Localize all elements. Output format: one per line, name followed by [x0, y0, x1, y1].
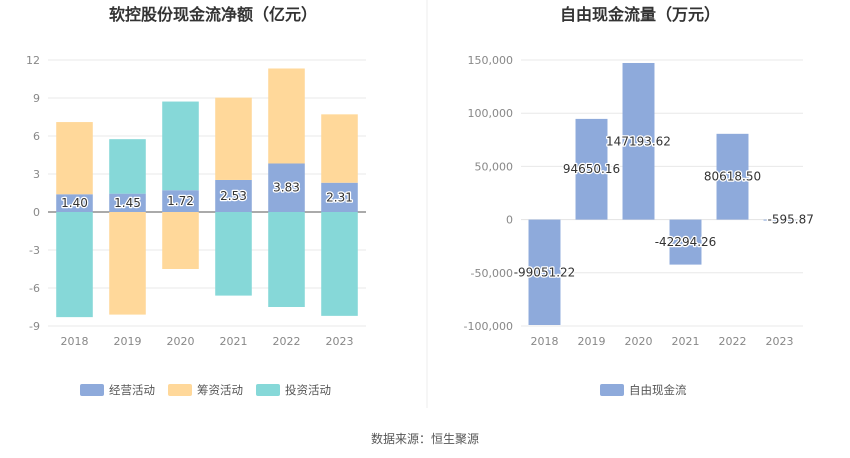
data-label: -595.87 — [768, 213, 814, 227]
x-tick-label: 2020 — [625, 335, 653, 348]
legend-label: 筹资活动 — [197, 383, 243, 397]
legend-swatch — [256, 384, 280, 396]
x-tick-label: 2022 — [273, 335, 301, 348]
bar — [321, 212, 358, 316]
data-label: -99051.22 — [514, 265, 576, 279]
x-tick-label: 2019 — [578, 335, 606, 348]
data-label: 2.53 — [220, 189, 247, 203]
free-cash-flow-x-axis: 2018 2019 2020 2021 2022 2023 — [531, 335, 794, 348]
bar — [575, 118, 608, 220]
bar — [268, 163, 305, 212]
bar — [268, 212, 305, 307]
data-label: 2.31 — [326, 190, 353, 204]
data-source-note: 数据来源：恒生聚源 — [371, 431, 479, 446]
data-label: 147193.62 — [606, 134, 671, 148]
bar — [763, 219, 796, 221]
y-tick-label: 0 — [33, 206, 40, 219]
bar — [321, 182, 358, 212]
bar — [162, 101, 199, 191]
y-tick-label: 150,000 — [468, 54, 514, 67]
x-tick-label: 2023 — [766, 335, 794, 348]
net-cash-flow-legend: 经营活动 筹资活动 投资活动 — [80, 383, 331, 397]
data-label: -42294.26 — [655, 235, 717, 249]
net-cash-flow-grid — [48, 59, 366, 327]
bar — [215, 212, 252, 296]
data-label: 1.72 — [167, 194, 194, 208]
bar — [109, 139, 146, 194]
free-cash-flow-grid — [521, 59, 803, 327]
bar — [716, 133, 749, 220]
net-cash-flow-x-axis: 2018 2019 2020 2021 2022 2023 — [61, 335, 354, 348]
bar — [669, 219, 702, 265]
y-tick-label: 3 — [33, 168, 40, 181]
net-cash-flow-y-axis: 12 9 6 3 0 -3 -6 -9 — [26, 54, 40, 333]
y-tick-label: -50,000 — [471, 267, 513, 280]
legend-label: 经营活动 — [109, 383, 155, 397]
bar — [109, 212, 146, 315]
x-tick-label: 2023 — [326, 335, 354, 348]
y-tick-label: 0 — [506, 214, 513, 227]
data-label: 1.40 — [61, 196, 88, 210]
free-cash-flow-data-labels: -99051.22 94650.16 147193.62 -42294.26 80618… — [512, 133, 815, 281]
legend-label: 投资活动 — [285, 383, 331, 397]
bar — [162, 190, 199, 212]
y-tick-label: -100,000 — [464, 320, 513, 333]
legend-label: 自由现金流 — [629, 383, 687, 397]
y-tick-label: 6 — [33, 130, 40, 143]
net-cash-flow-chart: 软控股份现金流净额（亿元） 1.40 1.45 1.72 2.53 3.83 2.31 2… — [26, 5, 366, 397]
x-tick-label: 2019 — [114, 335, 142, 348]
x-tick-label: 2021 — [220, 335, 248, 348]
bar — [215, 97, 252, 180]
net-cash-flow-bars — [56, 68, 358, 318]
x-tick-label: 2022 — [719, 335, 747, 348]
free-cash-flow-chart-title: 自由现金流量（万元） — [560, 5, 720, 24]
legend-swatch — [80, 384, 104, 396]
legend-swatch — [600, 384, 624, 396]
bar — [215, 179, 252, 212]
data-label: 80618.50 — [704, 170, 761, 184]
y-tick-label: -3 — [29, 244, 40, 257]
net-cash-flow-data-labels: 1.40 1.45 1.72 2.53 3.83 2.31 — [60, 179, 354, 211]
bar — [56, 194, 93, 212]
y-tick-label: 100,000 — [468, 107, 514, 120]
y-tick-label: 9 — [33, 92, 40, 105]
free-cash-flow-legend: 自由现金流 — [600, 383, 687, 397]
free-cash-flow-bars — [528, 62, 796, 325]
y-tick-label: -6 — [29, 282, 40, 295]
bar — [268, 68, 305, 164]
data-label: 94650.16 — [563, 162, 620, 176]
y-tick-label: -9 — [29, 320, 40, 333]
bar — [528, 219, 561, 325]
bar — [56, 212, 93, 318]
y-tick-label: 12 — [26, 54, 40, 67]
data-label: 3.83 — [273, 181, 300, 195]
bar — [162, 212, 199, 269]
free-cash-flow-y-axis: 150,000 100,000 50,000 0 -50,000 -100,000 — [464, 54, 513, 333]
bar — [109, 193, 146, 212]
x-tick-label: 2018 — [61, 335, 89, 348]
bar — [622, 62, 655, 220]
free-cash-flow-chart: 自由现金流量（万元） -99051.22 94650.16 147193.62 -42… — [464, 5, 816, 397]
x-tick-label: 2020 — [167, 335, 195, 348]
x-tick-label: 2018 — [531, 335, 559, 348]
legend-swatch — [168, 384, 192, 396]
bar — [321, 114, 358, 183]
bar — [56, 122, 93, 195]
x-tick-label: 2021 — [672, 335, 700, 348]
y-tick-label: 50,000 — [475, 160, 514, 173]
data-label: 1.45 — [114, 196, 141, 210]
net-cash-flow-chart-title: 软控股份现金流净额（亿元） — [109, 5, 317, 24]
